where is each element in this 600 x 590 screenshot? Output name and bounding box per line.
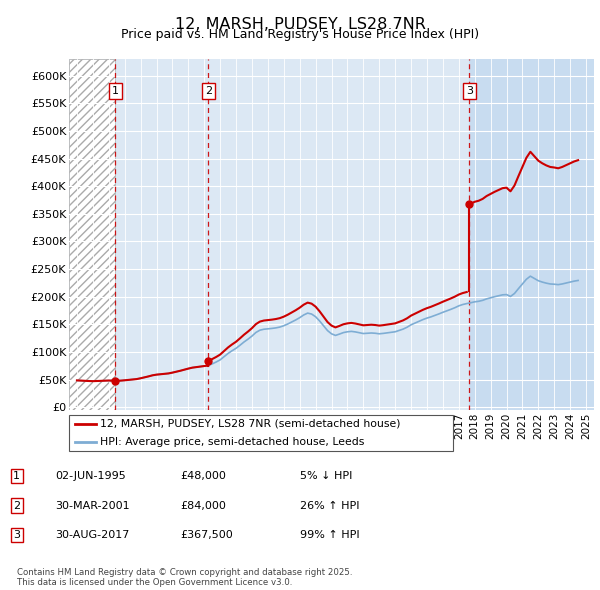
- FancyBboxPatch shape: [69, 415, 453, 451]
- Text: £48,000: £48,000: [180, 471, 226, 481]
- Text: 99% ↑ HPI: 99% ↑ HPI: [300, 530, 359, 540]
- Text: 30-AUG-2017: 30-AUG-2017: [55, 530, 130, 540]
- Text: 02-JUN-1995: 02-JUN-1995: [55, 471, 126, 481]
- Text: £84,000: £84,000: [180, 501, 226, 510]
- Text: 3: 3: [13, 530, 20, 540]
- Text: 12, MARSH, PUDSEY, LS28 7NR (semi-detached house): 12, MARSH, PUDSEY, LS28 7NR (semi-detach…: [100, 419, 400, 429]
- Text: Contains HM Land Registry data © Crown copyright and database right 2025.
This d: Contains HM Land Registry data © Crown c…: [17, 568, 352, 587]
- Text: 12, MARSH, PUDSEY, LS28 7NR: 12, MARSH, PUDSEY, LS28 7NR: [175, 17, 425, 31]
- Bar: [69, 59, 115, 410]
- Text: 2: 2: [13, 501, 20, 510]
- Text: 5% ↓ HPI: 5% ↓ HPI: [300, 471, 352, 481]
- Text: 26% ↑ HPI: 26% ↑ HPI: [300, 501, 359, 510]
- Text: £367,500: £367,500: [180, 530, 233, 540]
- Text: 30-MAR-2001: 30-MAR-2001: [55, 501, 130, 510]
- Text: 2: 2: [205, 86, 212, 96]
- Text: 3: 3: [466, 86, 473, 96]
- Text: 1: 1: [13, 471, 20, 481]
- Text: 1: 1: [112, 86, 119, 96]
- Text: Price paid vs. HM Land Registry's House Price Index (HPI): Price paid vs. HM Land Registry's House …: [121, 28, 479, 41]
- Text: HPI: Average price, semi-detached house, Leeds: HPI: Average price, semi-detached house,…: [100, 437, 364, 447]
- Bar: [469, 59, 594, 410]
